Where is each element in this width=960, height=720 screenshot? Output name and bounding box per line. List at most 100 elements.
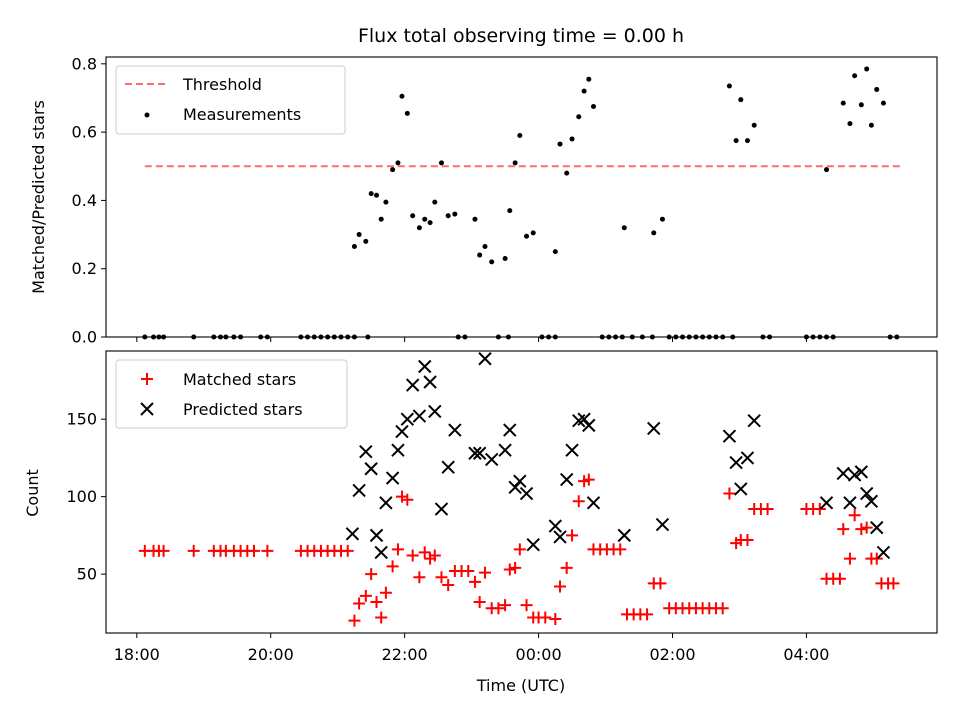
matched-star-marker bbox=[887, 577, 900, 590]
measurement-point bbox=[733, 138, 739, 144]
measurement-point bbox=[564, 170, 570, 176]
bottom-x-ticks: 18:00 20:00 22:00 00:00 02:00 04:00 bbox=[114, 633, 829, 664]
measurement-point bbox=[399, 93, 405, 99]
measurement-point bbox=[368, 191, 374, 197]
predicted-star-marker bbox=[565, 443, 579, 457]
predicted-star-marker bbox=[418, 359, 432, 374]
bottom-y-axis-label: Count bbox=[23, 469, 42, 517]
measurement-point bbox=[824, 167, 830, 173]
predicted-star-marker bbox=[385, 471, 400, 485]
top-x-ticks bbox=[136, 337, 807, 342]
measurement-point bbox=[390, 167, 396, 173]
matched-star-marker bbox=[365, 568, 378, 581]
predicted-star-marker bbox=[519, 486, 534, 501]
measurement-point bbox=[576, 114, 582, 120]
matched-star-marker bbox=[855, 523, 868, 536]
matched-star-marker bbox=[428, 549, 441, 562]
x-axis-label: Time (UTC) bbox=[476, 676, 565, 695]
measurement-point bbox=[410, 213, 416, 219]
top-y-ticks: 0.0 0.2 0.4 0.6 0.8 bbox=[72, 54, 106, 347]
bottom-x-tick-label: 04:00 bbox=[783, 645, 829, 664]
top-y-axis-label: Matched/Predicted stars bbox=[29, 100, 48, 294]
matched-star-marker bbox=[813, 503, 826, 516]
matched-star-marker bbox=[560, 561, 573, 574]
matched-star-marker bbox=[359, 589, 372, 602]
measurement-point bbox=[363, 238, 369, 244]
predicted-star-marker bbox=[854, 465, 869, 479]
measurement-point bbox=[880, 100, 886, 106]
matched-star-marker bbox=[401, 493, 414, 506]
matched-star-marker bbox=[261, 544, 274, 557]
legend-matched-label: Matched stars bbox=[183, 370, 296, 389]
predicted-star-marker bbox=[876, 545, 891, 560]
predicted-star-marker bbox=[864, 494, 879, 509]
measurement-point bbox=[858, 102, 864, 108]
legend-measurements-label: Measurements bbox=[183, 105, 301, 124]
predicted-star-marker bbox=[472, 446, 487, 460]
measurement-point bbox=[586, 76, 592, 82]
matched-star-marker bbox=[870, 552, 883, 565]
predicted-star-marker bbox=[859, 486, 874, 501]
measurement-point bbox=[569, 136, 575, 142]
matched-star-marker bbox=[641, 608, 654, 621]
measurement-point bbox=[524, 233, 530, 239]
predicted-star-marker bbox=[374, 545, 388, 560]
predicted-star-marker bbox=[468, 446, 482, 460]
matched-star-marker bbox=[418, 546, 431, 559]
measurement-point bbox=[502, 255, 508, 261]
top-panel: Flux total observing time = 0.00 h Match… bbox=[29, 25, 938, 347]
predicted-star-marker bbox=[548, 519, 563, 533]
bottom-x-tick-label: 18:00 bbox=[114, 645, 160, 664]
matched-star-marker bbox=[379, 586, 392, 599]
top-y-tick-label: 0.2 bbox=[72, 259, 97, 278]
matched-star-marker bbox=[462, 565, 475, 578]
matched-star-marker bbox=[509, 561, 522, 574]
bottom-x-tick-label: 22:00 bbox=[382, 645, 428, 664]
predicted-star-marker bbox=[722, 429, 737, 443]
predicted-star-marker bbox=[478, 352, 492, 366]
measurement-point bbox=[472, 216, 478, 222]
matched-star-marker bbox=[549, 613, 562, 626]
measurement-point bbox=[477, 252, 483, 258]
legend-predicted-swatch bbox=[140, 402, 154, 416]
matched-star-marker bbox=[499, 599, 512, 612]
matched-star-marker bbox=[572, 495, 585, 508]
measurement-point bbox=[404, 110, 410, 116]
matched-star-marker bbox=[442, 578, 455, 591]
predicted-star-marker bbox=[836, 466, 850, 481]
bottom-y-ticks: 50 100 150 bbox=[66, 410, 106, 584]
measurement-point bbox=[581, 88, 587, 94]
predicted-star-marker bbox=[734, 482, 748, 496]
matched-star-marker bbox=[848, 509, 861, 522]
predicted-star-marker bbox=[395, 424, 409, 439]
measurement-point bbox=[427, 220, 433, 226]
measurement-point bbox=[744, 138, 750, 144]
top-y-tick-label: 0.0 bbox=[72, 328, 97, 347]
bottom-panel: Count Time (UTC) 50 100 150 18:00 20:00 22:0… bbox=[23, 350, 938, 695]
matched-star-marker bbox=[582, 473, 595, 486]
measurement-point bbox=[489, 259, 495, 265]
predicted-star-marker bbox=[441, 460, 455, 474]
bottom-legend: Matched stars Predicted stars bbox=[115, 359, 348, 429]
matched-star-marker bbox=[833, 572, 846, 585]
bottom-x-tick-label: 00:00 bbox=[516, 645, 562, 664]
matched-star-marker bbox=[479, 566, 492, 579]
matched-star-marker bbox=[860, 521, 873, 534]
matched-star-marker bbox=[654, 577, 667, 590]
matched-star-marker bbox=[375, 611, 388, 624]
measurement-point bbox=[874, 86, 880, 92]
predicted-star-marker bbox=[843, 496, 857, 510]
top-legend: Threshold Measurements bbox=[115, 65, 346, 135]
top-y-tick-label: 0.4 bbox=[72, 191, 97, 210]
chart-title: Flux total observing time = 0.00 h bbox=[358, 25, 684, 47]
measurement-point bbox=[482, 244, 488, 250]
measurement-point bbox=[726, 83, 732, 89]
measurement-point bbox=[351, 244, 357, 250]
predicted-star-marker bbox=[508, 480, 522, 495]
predicted-star-marker bbox=[503, 423, 517, 437]
measurement-point bbox=[557, 141, 563, 147]
predicted-star-marker bbox=[352, 483, 366, 498]
predicted-star-marker bbox=[740, 451, 755, 465]
measurement-point bbox=[507, 208, 513, 214]
matched-star-marker bbox=[761, 503, 774, 516]
